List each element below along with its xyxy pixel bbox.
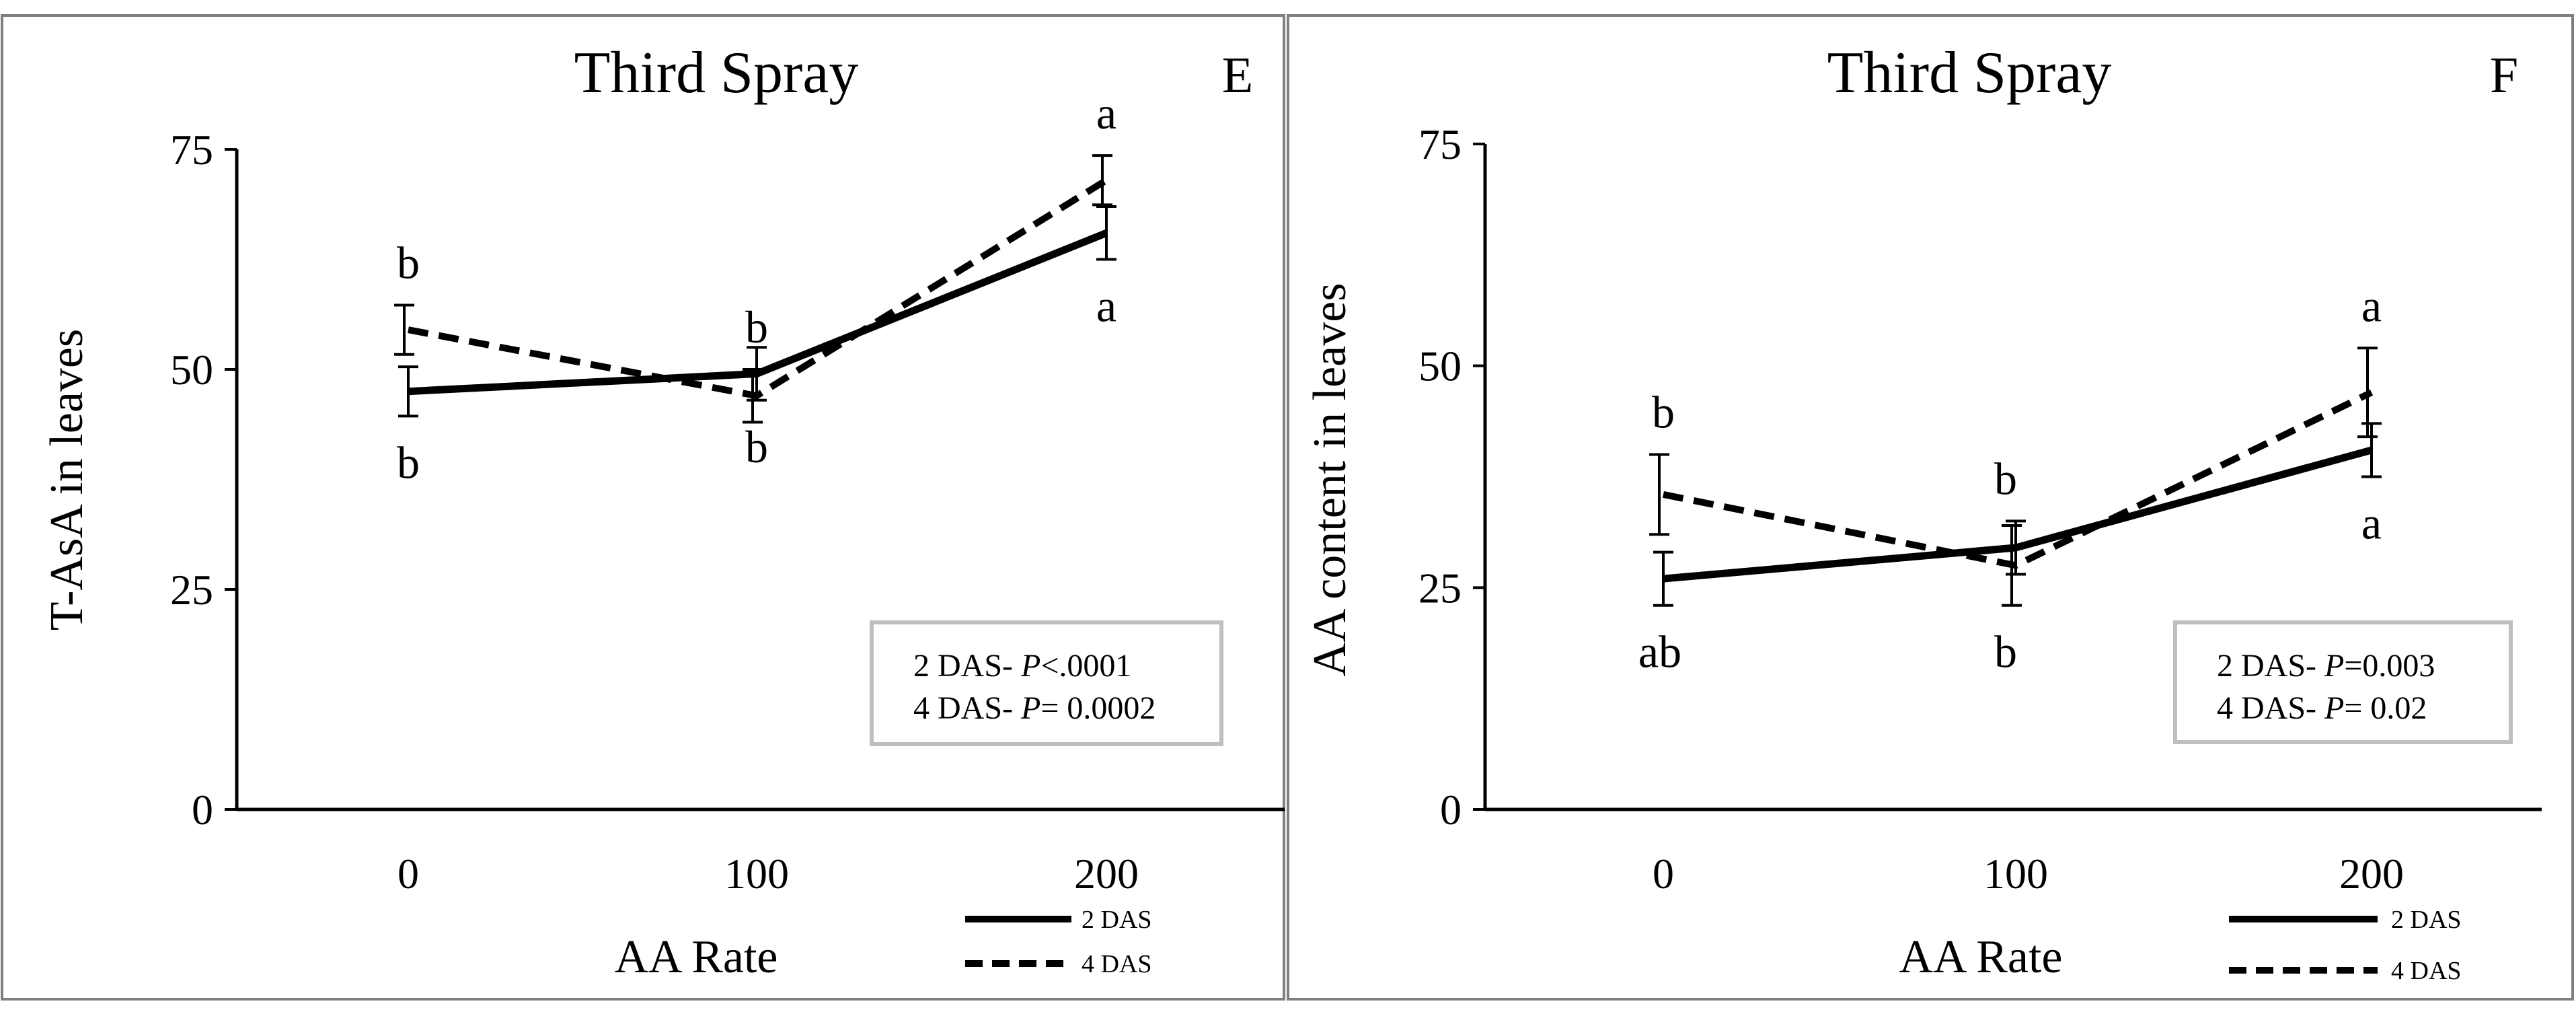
y-tick-label: 25 — [170, 566, 213, 614]
chart-title: Third Spray — [1827, 40, 2112, 106]
chart-panel-f: Third Spray F 0 25 50 75 0 100 200 AA Rate AA cont… — [1287, 14, 2574, 1001]
stats-value: = 0.02 — [2344, 690, 2427, 726]
significance-letter: a — [1096, 87, 1116, 139]
x-axis-title: AA Rate — [1899, 931, 2062, 983]
significance-letter: a — [2361, 498, 2382, 549]
panel-frame — [1287, 14, 2574, 1001]
stats-box — [870, 620, 1223, 746]
series-line-4-das — [408, 177, 1108, 400]
error-bar — [1653, 550, 1673, 607]
stats-line: 4 DAS- P= 0.0002 — [913, 690, 1156, 726]
x-tick-label: 200 — [1074, 850, 1139, 898]
stats-p-symbol: P — [2324, 690, 2344, 726]
x-tick-label: 0 — [397, 850, 419, 898]
x-tick-label: 0 — [1653, 850, 1674, 898]
stats-prefix: 4 DAS- — [2217, 690, 2324, 726]
y-axis-title: AA content in leaves — [1304, 283, 1356, 676]
stats-value: = 0.0002 — [1040, 690, 1156, 726]
stats-p-symbol: P — [1020, 690, 1040, 726]
y-tick-label: 25 — [1418, 564, 1462, 612]
error-bar — [747, 346, 767, 402]
stats-line: 4 DAS- P= 0.02 — [2217, 690, 2427, 726]
stats-line: 2 DAS- P<.0001 — [913, 648, 1131, 684]
y-tick-label: 75 — [1418, 120, 1462, 168]
y-tick-label: 0 — [192, 786, 213, 834]
y-tick-label: 50 — [1418, 342, 1462, 390]
error-bar — [1096, 205, 1116, 261]
significance-letter: b — [397, 238, 420, 289]
y-tick-label: 0 — [1440, 786, 1462, 834]
stats-prefix: 2 DAS- — [2217, 648, 2324, 684]
error-bar — [2002, 524, 2022, 607]
error-bar — [398, 365, 418, 418]
stats-prefix: 4 DAS- — [913, 690, 1021, 726]
y-axis-title: T-AsA in leaves — [41, 329, 93, 630]
significance-letter: b — [397, 437, 420, 488]
y-tick-label: 50 — [170, 346, 213, 394]
stats-value: =0.003 — [2344, 648, 2435, 684]
x-axis-title: AA Rate — [614, 931, 778, 983]
panel-label: F — [2490, 47, 2518, 104]
significance-letter: b — [1994, 453, 2017, 504]
significance-letter: b — [745, 301, 768, 353]
legend-label: 2 DAS — [1082, 906, 1152, 934]
legend-label: 4 DAS — [1082, 950, 1152, 978]
error-bar — [743, 368, 763, 424]
chart-panel-e: Third Spray E 0 25 50 75 0 100 200 AA Rate T-AsA i… — [1, 14, 1285, 1001]
error-bar — [2361, 422, 2382, 478]
stats-box — [2173, 620, 2513, 744]
y-tick-label: 75 — [170, 126, 213, 174]
error-bar — [1092, 154, 1112, 207]
error-bar — [1649, 453, 1669, 536]
significance-letter: b — [1994, 626, 2017, 678]
error-bar — [394, 303, 414, 356]
x-tick-label: 200 — [2339, 850, 2404, 898]
panel-frame — [1, 14, 1285, 1001]
legend-label: 4 DAS — [2391, 957, 2462, 985]
significance-letter: a — [1096, 281, 1116, 332]
x-tick-label: 100 — [724, 850, 789, 898]
stats-prefix: 2 DAS- — [913, 648, 1021, 684]
stats-line: 2 DAS- P=0.003 — [2217, 648, 2435, 684]
chart-title: Third Spray — [574, 40, 859, 106]
error-bar — [2357, 347, 2378, 439]
legend-label: 2 DAS — [2391, 906, 2462, 934]
x-tick-label: 100 — [1983, 850, 2048, 898]
stats-value: <.0001 — [1040, 648, 1131, 684]
significance-letter: b — [1652, 387, 1675, 438]
stats-p-symbol: P — [2324, 648, 2344, 684]
series-line-4-das — [1663, 389, 2374, 569]
significance-letter: b — [745, 421, 768, 472]
stats-p-symbol: P — [1020, 648, 1040, 684]
significance-letter: a — [2361, 280, 2382, 331]
panel-label: E — [1222, 47, 1253, 104]
significance-letter: ab — [1638, 626, 1681, 678]
